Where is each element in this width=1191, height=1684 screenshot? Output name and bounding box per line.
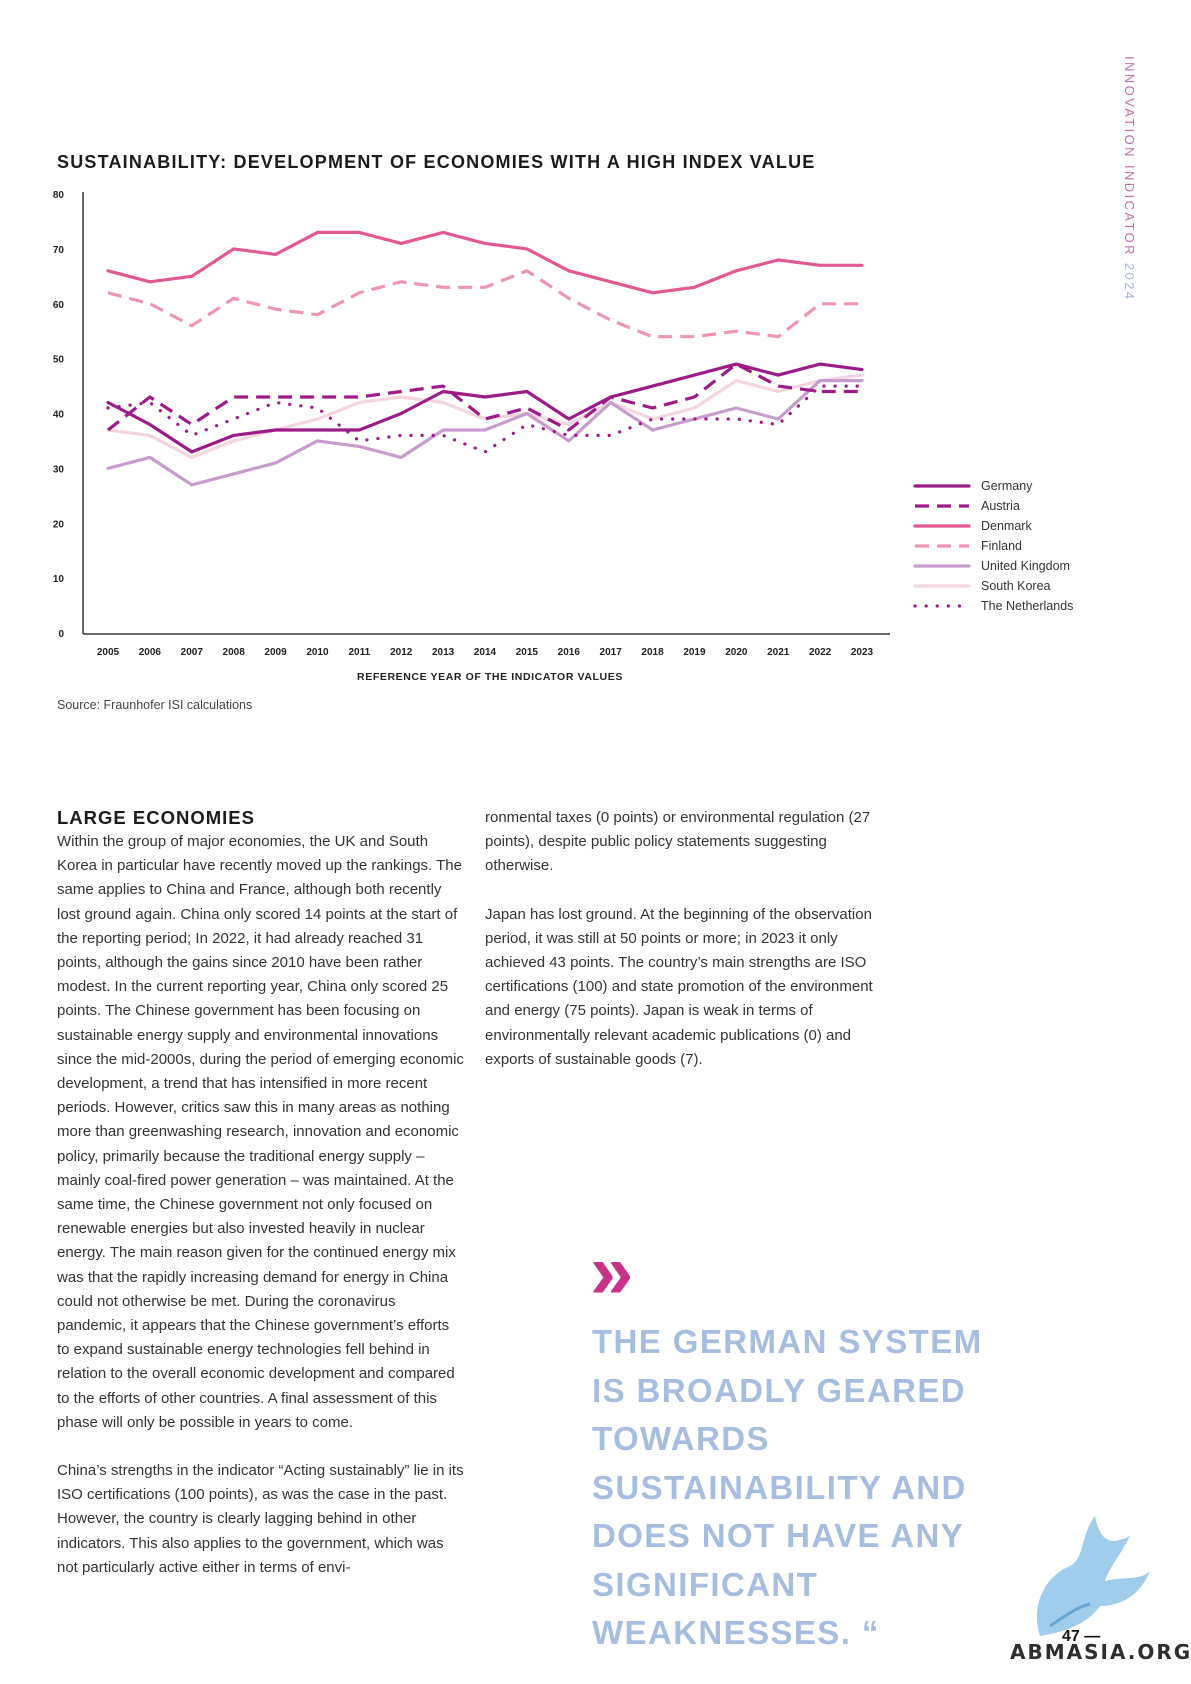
x-tick-label: 2006 xyxy=(139,647,162,658)
series-line-south-korea xyxy=(106,373,864,459)
side-title-main: INNOVATION INDICATOR xyxy=(1122,56,1137,257)
x-tick-label: 2023 xyxy=(851,647,874,658)
x-tick-label: 2013 xyxy=(432,647,455,658)
legend-label: The Netherlands xyxy=(981,599,1074,613)
x-tick-label: 2020 xyxy=(725,647,748,658)
y-tick-label: 60 xyxy=(53,300,65,311)
left-column: LARGE ECONOMIES Within the group of majo… xyxy=(57,806,465,1604)
legend-label: Denmark xyxy=(981,519,1032,533)
y-tick-label: 50 xyxy=(53,355,65,366)
x-axis-ticks: 2005 2006 2007 2008 2009 2010 2011 2012 2013 2014… xyxy=(97,647,874,658)
paragraph: ronmental taxes (0 points) or environmen… xyxy=(485,809,871,875)
series-group xyxy=(106,230,864,487)
legend-label: Finland xyxy=(981,539,1022,553)
x-tick-label: 2012 xyxy=(390,647,413,658)
source-note: Source: Fraunhofer ISI calculations xyxy=(57,698,253,712)
series-line-united-kingdom xyxy=(106,379,864,487)
legend-swatch xyxy=(913,484,971,488)
legend-label: Austria xyxy=(981,499,1020,513)
legend-item: South Korea xyxy=(913,576,1073,596)
chart-legend: Germany Austria Denmark Finland United Kingd… xyxy=(913,476,1073,616)
y-tick-label: 10 xyxy=(53,574,65,585)
pull-quote: THE GERMAN SYSTEM IS BROADLY GEARED TOWA… xyxy=(592,1323,983,1651)
legend-swatch xyxy=(913,604,971,608)
x-tick-label: 2022 xyxy=(809,647,832,658)
legend-swatch xyxy=(913,564,971,568)
y-tick-label: 0 xyxy=(58,629,64,640)
x-tick-label: 2014 xyxy=(474,647,497,658)
x-tick-label: 2008 xyxy=(223,647,246,658)
y-tick-label: 30 xyxy=(53,464,65,475)
side-title-year: 2024 xyxy=(1122,262,1137,302)
watermark: ABMASIA.ORG xyxy=(1010,1640,1191,1664)
legend-item: Finland xyxy=(913,536,1073,556)
x-tick-label: 2009 xyxy=(264,647,287,658)
series-line-germany xyxy=(106,362,864,454)
y-tick-label: 80 xyxy=(53,190,65,201)
legend-swatch xyxy=(913,584,971,588)
section-heading: LARGE ECONOMIES xyxy=(57,807,255,828)
side-title: INNOVATION INDICATOR 2024 xyxy=(1122,56,1137,301)
chart-title: SUSTAINABILITY: DEVELOPMENT OF ECONOMIES… xyxy=(57,152,816,172)
legend-item: Denmark xyxy=(913,516,1073,536)
legend-swatch xyxy=(915,544,969,548)
series-line-denmark xyxy=(106,230,864,295)
griffin-logo-icon xyxy=(1036,1516,1150,1636)
x-tick-label: 2015 xyxy=(516,647,539,658)
y-tick-label: 70 xyxy=(53,245,65,256)
series-line-finland xyxy=(107,269,862,339)
y-tick-label: 40 xyxy=(53,410,65,421)
legend-item: Germany xyxy=(913,476,1073,496)
quote-mark-icon: » xyxy=(590,1227,634,1315)
paragraph: Within the group of major economies, the… xyxy=(57,833,464,1431)
right-column: ronmental taxes (0 points) or environmen… xyxy=(485,806,890,1096)
page-number: 47 — xyxy=(1062,1628,1101,1645)
legend-item: Austria xyxy=(913,496,1073,516)
x-tick-label: 2019 xyxy=(683,647,706,658)
legend-item: The Netherlands xyxy=(913,596,1073,616)
x-tick-label: 2016 xyxy=(558,647,581,658)
paragraph: Japan has lost ground. At the beginning … xyxy=(485,905,873,1068)
x-tick-label: 2018 xyxy=(641,647,664,658)
legend-label: Germany xyxy=(981,479,1033,493)
y-tick-label: 20 xyxy=(53,519,65,530)
x-tick-label: 2011 xyxy=(348,647,370,658)
series-line-the-netherlands xyxy=(106,384,864,454)
paragraph: China’s strengths in the indicator “Acti… xyxy=(57,1462,464,1576)
x-tick-label: 2021 xyxy=(767,647,790,658)
legend-swatch xyxy=(913,524,971,528)
legend-item: United Kingdom xyxy=(913,556,1073,576)
legend-label: South Korea xyxy=(981,579,1051,593)
y-axis-ticks: 0 10 20 30 40 50 60 70 80 xyxy=(53,190,65,640)
legend-swatch xyxy=(915,504,969,508)
legend-label: United Kingdom xyxy=(981,559,1070,573)
x-tick-label: 2017 xyxy=(600,647,623,658)
x-tick-label: 2010 xyxy=(306,647,329,658)
x-tick-label: 2005 xyxy=(97,647,120,658)
x-axis-label: REFERENCE YEAR OF THE INDICATOR VALUES xyxy=(357,671,623,683)
x-tick-label: 2007 xyxy=(181,647,204,658)
